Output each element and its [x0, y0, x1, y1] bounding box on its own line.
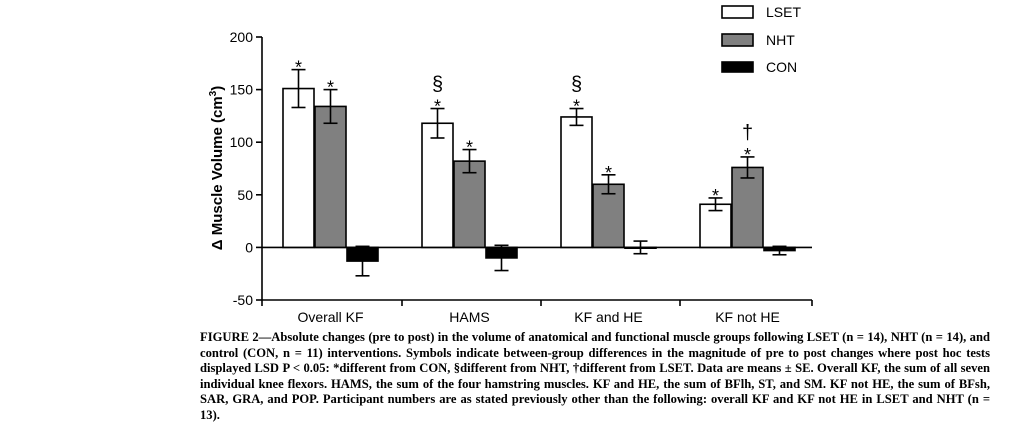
- bar-nht: [314, 105, 347, 249]
- significance-symbol: *: [466, 138, 473, 158]
- legend-label-lset: LSET: [766, 4, 801, 20]
- y-tick-label: 200: [230, 29, 254, 45]
- x-category-label: Overall KF: [297, 309, 363, 325]
- legend-swatch-con: [721, 61, 754, 73]
- significance-symbol: §: [432, 74, 443, 96]
- y-tick-label: 100: [230, 134, 254, 150]
- legend-label-con: CON: [766, 59, 797, 75]
- significance-symbol: *: [712, 186, 719, 206]
- bar-nht: [453, 160, 486, 249]
- significance-symbol: §: [571, 74, 582, 96]
- significance-symbol: *: [573, 97, 580, 117]
- bar-lset: [560, 116, 593, 249]
- significance-symbol: *: [434, 97, 441, 117]
- bar-lset: [699, 203, 732, 249]
- bar-lset: [421, 122, 454, 249]
- x-category-label: KF not HE: [715, 309, 780, 325]
- x-category-label: KF and HE: [574, 309, 642, 325]
- x-category-label: HAMS: [449, 309, 489, 325]
- legend: LSET NHT CON: [721, 4, 801, 75]
- bar-nht: [592, 183, 625, 249]
- bar-chart: -50 0 50 100 150 200 Overall KF HAMS KF and HE KF…: [208, 4, 813, 325]
- bar-nht: [731, 166, 764, 249]
- error-bars: [291, 68, 787, 277]
- significance-annotations: ***§**§***†: [295, 58, 753, 206]
- y-axis-title-end: ): [209, 86, 226, 91]
- legend-swatch-nht: [721, 33, 754, 47]
- bars: [282, 87, 796, 262]
- y-tick-label: 50: [237, 187, 253, 203]
- y-tick-label: 0: [245, 239, 253, 255]
- legend-swatch-lset: [721, 5, 754, 19]
- significance-symbol: *: [327, 78, 334, 98]
- axes: -50 0 50 100 150 200 Overall KF HAMS KF and HE KF…: [230, 29, 813, 325]
- significance-symbol: *: [295, 58, 302, 78]
- y-tick-label: -50: [233, 292, 253, 308]
- y-axis-title-base: Δ Muscle Volume (cm: [209, 96, 226, 250]
- significance-symbol: *: [744, 145, 751, 165]
- y-tick-label: 150: [230, 82, 254, 98]
- y-axis-title: Δ Muscle Volume (cm3): [208, 86, 226, 250]
- legend-label-nht: NHT: [766, 32, 795, 48]
- significance-symbol: †: [742, 122, 753, 144]
- figure-caption: FIGURE 2—Absolute changes (pre to post) …: [200, 330, 990, 422]
- significance-symbol: *: [605, 163, 612, 183]
- bar-lset: [282, 87, 315, 249]
- y-axis-title-sup: 3: [208, 90, 219, 96]
